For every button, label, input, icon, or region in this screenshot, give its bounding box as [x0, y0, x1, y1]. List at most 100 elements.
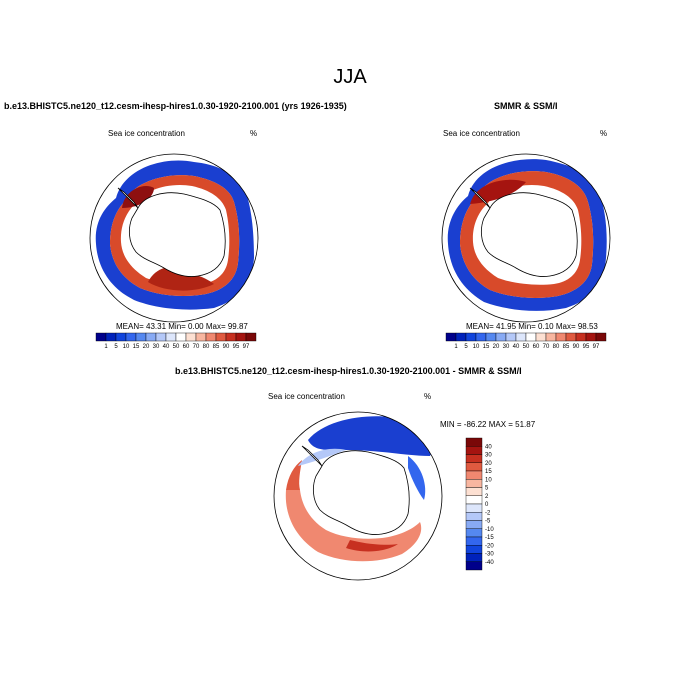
panel2-antarctica: [480, 192, 578, 277]
panel2-colorbar-swatch: [485, 332, 497, 342]
panel2-colorbar-tick-label: 10: [473, 344, 480, 350]
panel2-colorbar-tick-label: 80: [553, 344, 560, 350]
panel2-colorbar-tick-label: 70: [543, 344, 550, 350]
panel1-colorbar-tick-label: 40: [163, 344, 170, 350]
panel3-colorbar-swatch: [465, 528, 483, 538]
panel2-colorbar-tick-label: 85: [563, 344, 570, 350]
panel3-colorbar-tick-label: -20: [485, 543, 494, 549]
panel1-colorbar-swatch: [235, 332, 247, 342]
panel1-colorbar-tick-label: 97: [243, 344, 250, 350]
panel1-colorbar-swatch: [195, 332, 207, 342]
panel3-colorbar-swatch: [465, 536, 483, 546]
panel1-colorbar-swatch: [145, 332, 157, 342]
panel2-colorbar-swatch: [525, 332, 537, 342]
panel1-colorbar-tick-label: 20: [143, 344, 150, 350]
panel2-colorbar-tick-label: 20: [493, 344, 500, 350]
panel1-variable-label: Sea ice concentration: [108, 129, 185, 138]
panel3-variable-label: Sea ice concentration: [268, 392, 345, 401]
panel2-title: SMMR & SSM/I: [494, 101, 558, 111]
panel3-colorbar-tick-label: -10: [485, 527, 494, 533]
panel3-colorbar-swatch: [465, 512, 483, 521]
panel1-colorbar-swatch: [95, 332, 107, 342]
panel1-colorbar-tick-label: 95: [233, 344, 240, 350]
panel1-antarctica: [128, 192, 226, 277]
panel1-polar-map: [89, 153, 259, 323]
panel1-stats: MEAN= 43.31 Min= 0.00 Max= 99.87: [116, 322, 248, 331]
panel3-colorbar-tick-label: -5: [485, 519, 491, 525]
panel1-colorbar-swatch: [165, 332, 177, 342]
panel1-ice-ross-core: [148, 268, 214, 291]
panel3-diff-ross-strong: [346, 540, 398, 552]
panel2-colorbar-swatch: [585, 332, 597, 342]
panel2-colorbar-tick-label: 30: [503, 344, 510, 350]
panel2-colorbar-swatch: [515, 332, 527, 342]
panel1-units-label: %: [250, 129, 258, 138]
panel3-antarctica: [312, 450, 410, 535]
panel2-colorbar-swatch: [465, 332, 477, 342]
panel2-colorbar-tick-label: 40: [513, 344, 520, 350]
panel3-colorbar-swatch: [465, 545, 483, 554]
panel1-colorbar-tick-label: 50: [173, 344, 180, 350]
panel1-ice-weddell-core: [122, 186, 154, 208]
panel1-colorbar-tick-label: 90: [223, 344, 230, 350]
panel3-colorbar-swatch: [465, 454, 483, 463]
panel3-diff-light-patch: [298, 448, 346, 466]
panel2-colorbar-tick-label: 90: [573, 344, 580, 350]
figure-title: JJA: [333, 66, 367, 88]
panel3-stats: MIN = -86.22 MAX = 51.87: [440, 420, 536, 429]
panel1-map-boundary: [89, 153, 259, 323]
panel1-colorbar-tick-label: 30: [153, 344, 160, 350]
panel3-colorbar-swatch: [465, 561, 483, 571]
panel1-colorbar-swatch: [205, 332, 217, 342]
panel3-colorbar-tick-label: 2: [485, 494, 489, 500]
panel3-colorbar-tick-label: 30: [485, 453, 492, 459]
panel2-colorbar-tick-label: 5: [464, 344, 468, 350]
panel2-colorbar-swatch: [455, 332, 467, 342]
panel1-colorbar-tick-label: 1: [104, 344, 108, 350]
panel3-colorbar-swatch: [465, 446, 483, 455]
panel1-colorbar-swatch: [115, 332, 127, 342]
panel3-colorbar-swatch: [465, 487, 483, 496]
panel2-colorbar-swatch: [475, 332, 487, 342]
panel1-colorbar-swatch: [245, 332, 257, 342]
panel1-colorbar-swatch: [155, 332, 167, 342]
panel2-colorbar-swatch: [505, 332, 517, 342]
panel3-colorbar-swatch: [465, 470, 483, 480]
panel3-diff-weddell-negative: [308, 416, 432, 456]
panel3-colorbar-tick-label: 5: [485, 486, 489, 492]
panel3-colorbar-swatch: [465, 520, 483, 529]
panel3-colorbar-tick-label: 0: [485, 502, 489, 508]
panel3-colorbar-tick-label: 15: [485, 469, 492, 475]
panel2-ice-weddell-core: [470, 179, 526, 204]
panel2-variable-label: Sea ice concentration: [443, 129, 520, 138]
panel3-colorbar-tick-label: -30: [485, 552, 494, 558]
panel1-colorbar-swatch: [215, 332, 227, 342]
panel2-colorbar-tick-label: 60: [533, 344, 540, 350]
panel3-map-boundary: [273, 411, 443, 581]
panel3-colorbar-swatch: [465, 503, 483, 513]
panel3-title: b.e13.BHISTC5.ne120_t12.cesm-ihesp-hires…: [175, 366, 522, 376]
panel1-colorbar-tick-label: 80: [203, 344, 210, 350]
panel2-colorbar-tick-label: 50: [523, 344, 530, 350]
panel3-polar-map: [273, 411, 443, 581]
panel3-colorbar-tick-label: 20: [485, 461, 492, 467]
panel3-colorbar-tick-label: 40: [485, 444, 492, 450]
panel1-colorbar-tick-label: 70: [193, 344, 200, 350]
panel2-colorbar-tick-label: 97: [593, 344, 600, 350]
panel2-colorbar-tick-label: 95: [583, 344, 590, 350]
panel3-colorbar-tick-label: -15: [485, 535, 494, 541]
panel2-colorbar-swatch: [535, 332, 547, 342]
panel2-peninsula: [469, 187, 491, 209]
panel3-diff-west-positive: [286, 460, 302, 490]
panel1-colorbar-swatch: [175, 332, 187, 342]
panel2-colorbar-swatch: [555, 332, 567, 342]
panel1-ice-pack-ring: [110, 175, 240, 296]
panel3-diff-ross-positive: [285, 490, 422, 562]
panel3-units-label: %: [424, 392, 432, 401]
panel1-colorbar-swatch: [125, 332, 137, 342]
panel1-colorbar: 1 5 10 15 20 30 40 50 60 70 80 85 90 95 97: [95, 332, 257, 350]
panel1-colorbar-tick-label: 5: [114, 344, 118, 350]
panel3-colorbar-swatch: [465, 495, 483, 505]
panel3-diff-east-negative: [408, 456, 426, 500]
